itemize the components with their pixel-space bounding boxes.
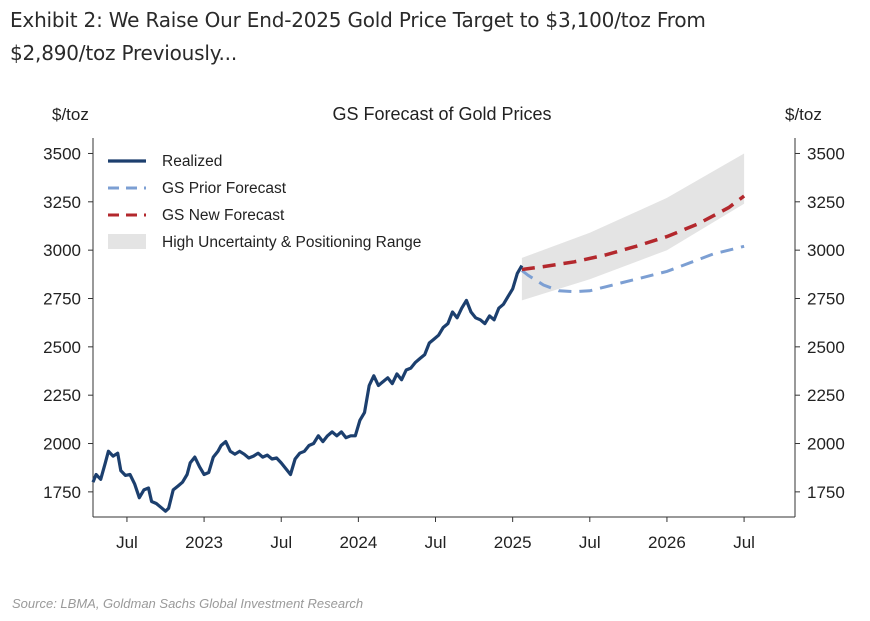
legend-label-range: High Uncertainty & Positioning Range <box>162 234 421 251</box>
y-tick-label-left: 3250 <box>43 193 81 212</box>
legend-label-prior: GS Prior Forecast <box>162 180 287 197</box>
y-tick-label-right: 3500 <box>807 144 845 163</box>
left-axis-unit-label: $/toz <box>52 105 89 124</box>
series-line-new-forecast <box>521 194 746 272</box>
y-tick-label-left: 2000 <box>43 435 81 454</box>
x-tick-label: Jul <box>425 533 447 552</box>
y-tick-label-right: 1750 <box>807 483 845 502</box>
y-tick-label-left: 2500 <box>43 338 81 357</box>
series-line-realized <box>91 264 524 513</box>
x-tick-label: 2026 <box>648 533 686 552</box>
y-tick-label-left: 3000 <box>43 241 81 260</box>
y-tick-label-right: 2500 <box>807 338 845 357</box>
source-note: Source: LBMA, Goldman Sachs Global Inves… <box>12 596 364 611</box>
right-axis-unit-label: $/toz <box>785 105 822 124</box>
y-tick-label-left: 3500 <box>43 144 81 163</box>
series-line-prior-forecast <box>520 244 745 294</box>
y-tick-label-left: 2250 <box>43 386 81 405</box>
x-tick-label: 2023 <box>185 533 223 552</box>
x-tick-label: Jul <box>270 533 292 552</box>
legend-label-realized: Realized <box>162 153 222 170</box>
legend-swatch-range <box>108 234 146 249</box>
series-layer <box>91 194 746 513</box>
y-tick-label-left: 1750 <box>43 483 81 502</box>
x-tick-label: Jul <box>733 533 755 552</box>
exhibit-title: Exhibit 2: We Raise Our End-2025 Gold Pr… <box>10 4 860 70</box>
exhibit-title-line-2: $2,890/toz Previously... <box>10 41 237 65</box>
y-tick-label-right: 2000 <box>807 435 845 454</box>
legend: Realized GS Prior Forecast GS New Forecast… <box>108 153 421 251</box>
y-tick-label-right: 2250 <box>807 386 845 405</box>
axes-layer: 1750 1750 2000 2000 2250 2250 2500 2500 2750 2750… <box>43 138 845 552</box>
x-tick-label: Jul <box>579 533 601 552</box>
x-tick-label: 2025 <box>494 533 532 552</box>
y-tick-label-right: 2750 <box>807 289 845 308</box>
uncertainty-range-layer <box>521 153 745 301</box>
y-tick-label-left: 2750 <box>43 289 81 308</box>
uncertainty-range-band <box>521 153 745 301</box>
x-tick-label: 2024 <box>339 533 377 552</box>
y-tick-label-right: 3250 <box>807 193 845 212</box>
chart-title: GS Forecast of Gold Prices <box>332 104 551 124</box>
exhibit-title-line-1: Exhibit 2: We Raise Our End-2025 Gold Pr… <box>10 8 706 32</box>
legend-label-new: GS New Forecast <box>162 207 285 224</box>
y-tick-label-right: 3000 <box>807 241 845 260</box>
x-tick-label: Jul <box>116 533 138 552</box>
